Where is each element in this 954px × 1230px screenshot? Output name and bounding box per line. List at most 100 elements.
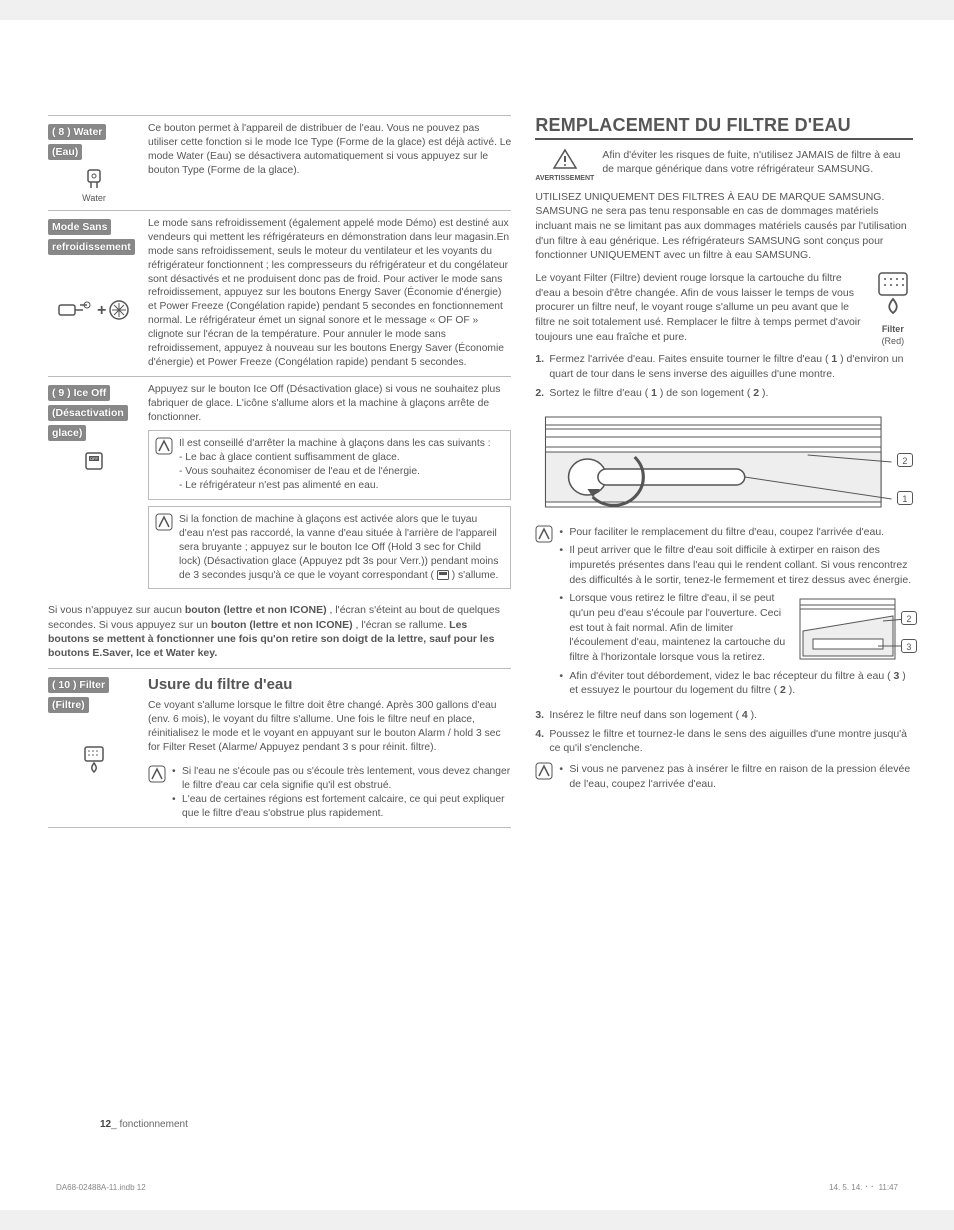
two-column-layout: ( 8 ) Water (Eau) Water Ce bouton permet… [48, 115, 906, 828]
filter-red-icon: Filter (Red) [873, 271, 913, 348]
mid-text: Si vous n'appuyez sur aucun [48, 604, 185, 616]
left-column: ( 8 ) Water (Eau) Water Ce bouton permet… [48, 115, 511, 828]
row-ice-body: Appuyez sur le bouton Ice Off (Désactiva… [148, 383, 511, 425]
off-indicator-icon [437, 570, 449, 580]
tips-list: Pour faciliter le remplacement du filtre… [559, 525, 913, 703]
warning-text: Afin d'éviter les risques de fuite, n'ut… [602, 148, 913, 184]
ice-note-2-body: Si la fonction de machine à glaçons est … [179, 513, 504, 582]
step-text: Fermez l'arrivée d'eau. Faites ensuite t… [549, 353, 831, 365]
filter-subhead: Usure du filtre d'eau [148, 675, 511, 695]
ice-note-2-tail: ) s'allume. [452, 570, 499, 581]
warning-label: AVERTISSEMENT [535, 174, 594, 183]
badge-filter-2: (Filtre) [48, 697, 89, 713]
filter-note-list: Si l'eau ne s'écoule pas ou s'écoule trè… [172, 765, 511, 821]
step-1: 1. Fermez l'arrivée d'eau. Faites ensuit… [535, 352, 913, 381]
badge-ice-1: ( 9 ) Ice Off [48, 385, 110, 401]
mid-bold: bouton (lettre et non ICONE) [211, 619, 353, 631]
badge-ice-3: glace) [48, 425, 86, 441]
tip-item: Pour faciliter le remplacement du filtre… [559, 525, 913, 540]
callout-1: 1 [897, 491, 913, 505]
ice-note-1-body: Il est conseillé d'arrêter la machine à … [179, 437, 504, 493]
tip-long-a: Lorsque vous retirez le filtre d'eau, il… [569, 592, 785, 663]
note-icon [148, 765, 166, 821]
note-icon [155, 437, 173, 493]
step-text: ) de son logement ( [657, 387, 753, 399]
row-water-label: ( 8 ) Water (Eau) Water [48, 122, 148, 204]
step-2: 2. Sortez le filtre d'eau ( 1 ) de son l… [535, 386, 913, 401]
tip-item-long: 2 3 Lorsque vous retirez le filtre d'eau… [559, 591, 913, 664]
warning-icon: AVERTISSEMENT [535, 148, 594, 184]
badge-water-2: (Eau) [48, 144, 82, 160]
filter-diagram-2: 2 3 [798, 591, 913, 666]
water-icon-caption: Water [82, 193, 106, 203]
row-filter: ( 10 ) Filter (Filtre) Usure du filtre d… [48, 668, 511, 827]
ice-off-icon: OFF [48, 449, 140, 473]
step-text: ). [759, 387, 768, 399]
callout-3: 3 [901, 639, 917, 653]
badge-water-1: ( 8 ) Water [48, 124, 106, 140]
badge-demo-2: refroidissement [48, 239, 135, 255]
row-demo-mode: Mode Sans refroidissement + Le mode [48, 210, 511, 376]
row-water: ( 8 ) Water (Eau) Water Ce bouton permet… [48, 115, 511, 210]
right-para-2-wrap: Filter (Red) Le voyant Filter (Filtre) d… [535, 271, 913, 344]
mid-text: , l'écran se rallume. [356, 619, 450, 631]
row-ice-label: ( 9 ) Ice Off (Désactivation glace) OFF [48, 383, 148, 590]
tips-list-2: Si vous ne parvenez pas à insérer le fil… [559, 762, 913, 795]
ice-note-1: Il est conseillé d'arrêter la machine à … [148, 430, 511, 500]
ice-note-2: Si la fonction de machine à glaçons est … [148, 506, 511, 589]
tips-block-2: Si vous ne parvenez pas à insérer le fil… [535, 762, 913, 795]
filter-diagram-1: 2 1 [535, 407, 913, 517]
step-4: 4. Poussez le filtre et tournez-le dans … [535, 727, 913, 756]
step-text: ). [748, 709, 757, 721]
tip-text: Afin d'éviter tout débordement, videz le… [569, 670, 893, 682]
row-water-body: Ce bouton permet à l'appareil de distrib… [148, 122, 511, 204]
filter-red-caption: Filter [873, 323, 913, 336]
warning-row: AVERTISSEMENT Afin d'éviter les risques … [535, 148, 913, 184]
page-number: 12 [100, 1119, 111, 1130]
row-ice-off: ( 9 ) Ice Off (Désactivation glace) OFF … [48, 376, 511, 596]
page-label: _ fonctionnement [111, 1119, 188, 1130]
step-text: Sortez le filtre d'eau ( [549, 387, 651, 399]
section-title: REMPLACEMENT DU FILTRE D'EAU [535, 115, 913, 140]
print-left: DA68-02488A-11.indb 12 [56, 1183, 146, 1192]
mid-paragraph: Si vous n'appuyez sur aucun bouton (lett… [48, 603, 511, 660]
ice-note-1-item: Le bac à glace contient suffisamment de … [179, 451, 504, 465]
step-3: 3. Insérez le filtre neuf dans son logem… [535, 708, 913, 723]
print-marks: DA68-02488A-11.indb 12 14. 5. 14. ⠂⠂ 11:… [56, 1183, 898, 1192]
ice-note-1-lead: Il est conseillé d'arrêter la machine à … [179, 437, 504, 451]
row-filter-body-wrap: Usure du filtre d'eau Ce voyant s'allume… [148, 675, 511, 820]
step-text: Poussez le filtre et tournez-le dans le … [549, 728, 907, 755]
filter-body: Ce voyant s'allume lorsque le filtre doi… [148, 699, 511, 755]
badge-demo-1: Mode Sans [48, 219, 111, 235]
badge-ice-2: (Désactivation [48, 405, 128, 421]
ice-note-2-text: Si la fonction de machine à glaçons est … [179, 514, 498, 581]
demo-mode-icon: + [48, 297, 140, 323]
step-text: Insérez le filtre neuf dans son logement… [549, 709, 742, 721]
row-filter-label: ( 10 ) Filter (Filtre) [48, 675, 148, 820]
note-icon [535, 525, 553, 703]
water-icon: Water [48, 168, 140, 204]
row-ice-body-wrap: Appuyez sur le bouton Ice Off (Désactiva… [148, 383, 511, 590]
badge-filter-1: ( 10 ) Filter [48, 677, 109, 693]
callout-2: 2 [897, 453, 913, 467]
page-footer: 12_ fonctionnement [100, 1119, 188, 1130]
tip-last: Si vous ne parvenez pas à insérer le fil… [559, 762, 913, 791]
steps-list-2: 3. Insérez le filtre neuf dans son logem… [535, 708, 913, 756]
svg-text:+: + [97, 302, 106, 319]
note-icon [155, 513, 173, 582]
tip-text: ). [786, 684, 795, 696]
filter-note-body: Si l'eau ne s'écoule pas ou s'écoule trè… [172, 765, 511, 821]
callout-2b: 2 [901, 611, 917, 625]
tip-item-long-b: Afin d'éviter tout débordement, videz le… [559, 669, 913, 698]
right-column: REMPLACEMENT DU FILTRE D'EAU AVERTISSEME… [535, 115, 913, 828]
print-right: 14. 5. 14. ⠂⠂ 11:47 [829, 1183, 898, 1192]
right-para-2: Le voyant Filter (Filtre) devient rouge … [535, 272, 860, 343]
ice-note-1-item: Le réfrigérateur n'est pas alimenté en e… [179, 479, 504, 493]
filter-red-label: (Red) [873, 335, 913, 348]
manual-page: ( 8 ) Water (Eau) Water Ce bouton permet… [0, 20, 954, 1210]
filter-note: Si l'eau ne s'écoule pas ou s'écoule trè… [148, 761, 511, 821]
tips-block-1: Pour faciliter le remplacement du filtre… [535, 525, 913, 703]
row-demo-body: Le mode sans refroidissement (également … [148, 217, 511, 370]
steps-list-1: 1. Fermez l'arrivée d'eau. Faites ensuit… [535, 352, 913, 400]
tip-item: Il peut arriver que le filtre d'eau soit… [559, 543, 913, 587]
